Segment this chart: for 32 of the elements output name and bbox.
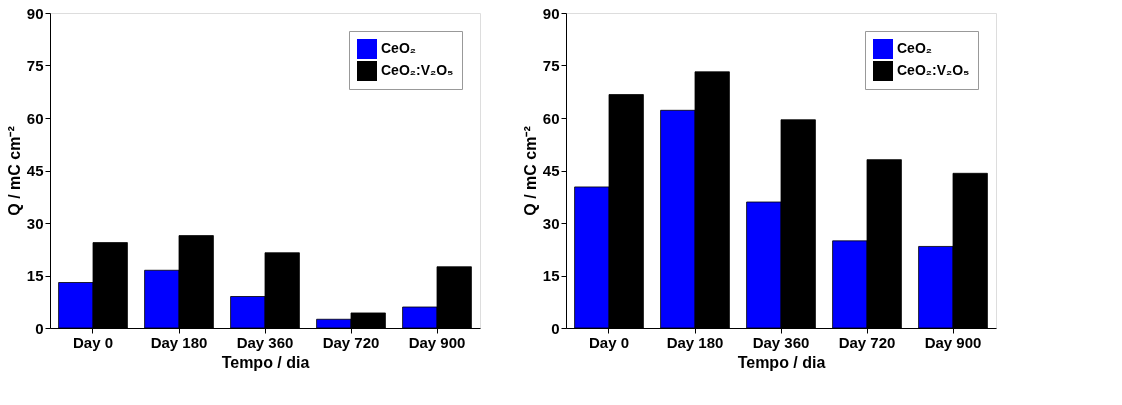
y-tick-label: 60 <box>542 109 560 127</box>
legend-label: CeO₂ <box>381 40 417 56</box>
x-tick-label: Day 180 <box>666 333 724 351</box>
x-tick-label: Day 360 <box>236 333 294 351</box>
x-axis-title: Tempo / dia <box>737 353 826 371</box>
y-tick-label: 30 <box>26 214 44 232</box>
y-tick-label: 75 <box>26 57 44 74</box>
y-tick-label: 90 <box>542 4 560 22</box>
x-tick-label: Day 0 <box>588 333 630 351</box>
y-tick-label: 45 <box>26 162 44 179</box>
x-tick-label: Day 0 <box>72 333 114 351</box>
y-axis-title: Q / mC cm⁻² <box>521 126 539 216</box>
legend-label: CeO₂ <box>897 40 933 56</box>
y-axis-title: Q / mC cm⁻² <box>5 126 23 216</box>
x-tick-label: Day 900 <box>924 333 982 351</box>
x-tick-label: Day 720 <box>322 333 380 351</box>
x-tick-label: Day 180 <box>150 333 208 351</box>
y-tick-label: 0 <box>551 319 560 337</box>
y-tick-label: 15 <box>26 267 44 284</box>
legend-label: CeO₂:V₂O₅ <box>381 62 454 78</box>
y-tick-label: 0 <box>35 319 44 337</box>
x-axis-title: Tempo / dia <box>221 353 310 371</box>
x-tick-label: Day 360 <box>752 333 810 351</box>
y-tick-label: 30 <box>542 214 560 232</box>
y-tick-label: 15 <box>542 267 560 284</box>
legend-label: CeO₂:V₂O₅ <box>897 62 970 78</box>
x-tick-label: Day 720 <box>838 333 896 351</box>
y-tick-label: 75 <box>542 57 560 74</box>
y-tick-label: 60 <box>26 109 44 127</box>
y-tick-label: 45 <box>542 162 560 179</box>
y-tick-label: 90 <box>26 4 44 22</box>
x-tick-label: Day 900 <box>408 333 466 351</box>
